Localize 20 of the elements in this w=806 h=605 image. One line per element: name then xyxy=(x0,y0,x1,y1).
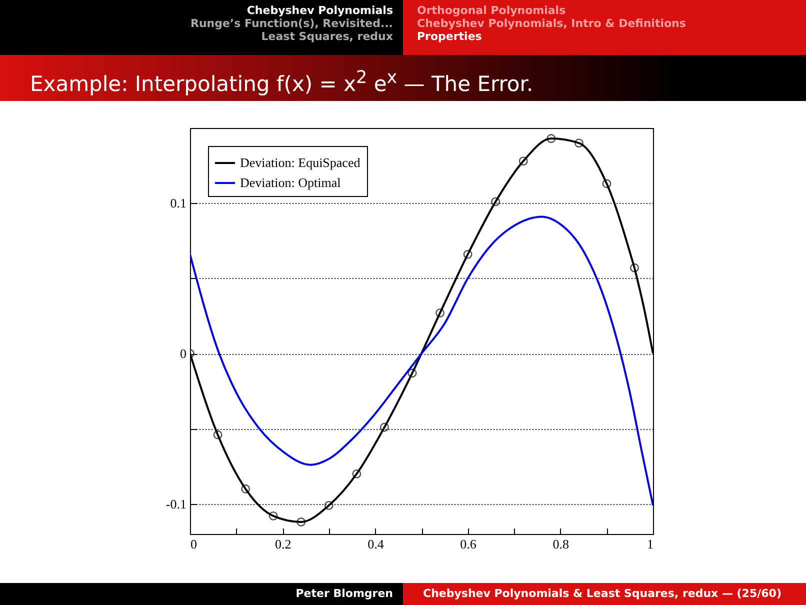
y-tick-label: -0.1 xyxy=(166,496,186,512)
legend-label: Deviation: EquiSpaced xyxy=(240,155,361,170)
text: Chebyshev Polynomials, Intro & Definitions xyxy=(417,17,687,30)
text: Properties xyxy=(417,30,483,43)
x-tick-label: 0.2 xyxy=(274,536,292,552)
chart-title: Example: Interpolating f(x) = x$^{2}$ e$^{x}$ — The Error. xyxy=(0,55,806,101)
x-tick-label: 0.6 xyxy=(460,536,477,552)
text: Runge’s Function(s), Revisited... xyxy=(189,17,393,30)
legend-label: Deviation: Optimal xyxy=(240,175,342,190)
text: Peter Blomgren xyxy=(294,586,393,602)
text: Least Squares, redux xyxy=(260,30,393,43)
y-tick-label: 0 xyxy=(180,346,186,362)
x-tick-label: 0 xyxy=(190,536,197,552)
text: Chebyshev Polynomials xyxy=(246,4,393,17)
x-tick-label: 1 xyxy=(647,536,654,552)
x-tick-label: 0.8 xyxy=(552,536,570,552)
text: Orthogonal Polynomials xyxy=(417,4,567,17)
text: Chebyshev Polynomials & Least Squares, redux — (25/60) xyxy=(423,586,782,602)
y-tick-label: 0.1 xyxy=(170,196,186,211)
x-tick-label: 0.4 xyxy=(368,536,384,552)
